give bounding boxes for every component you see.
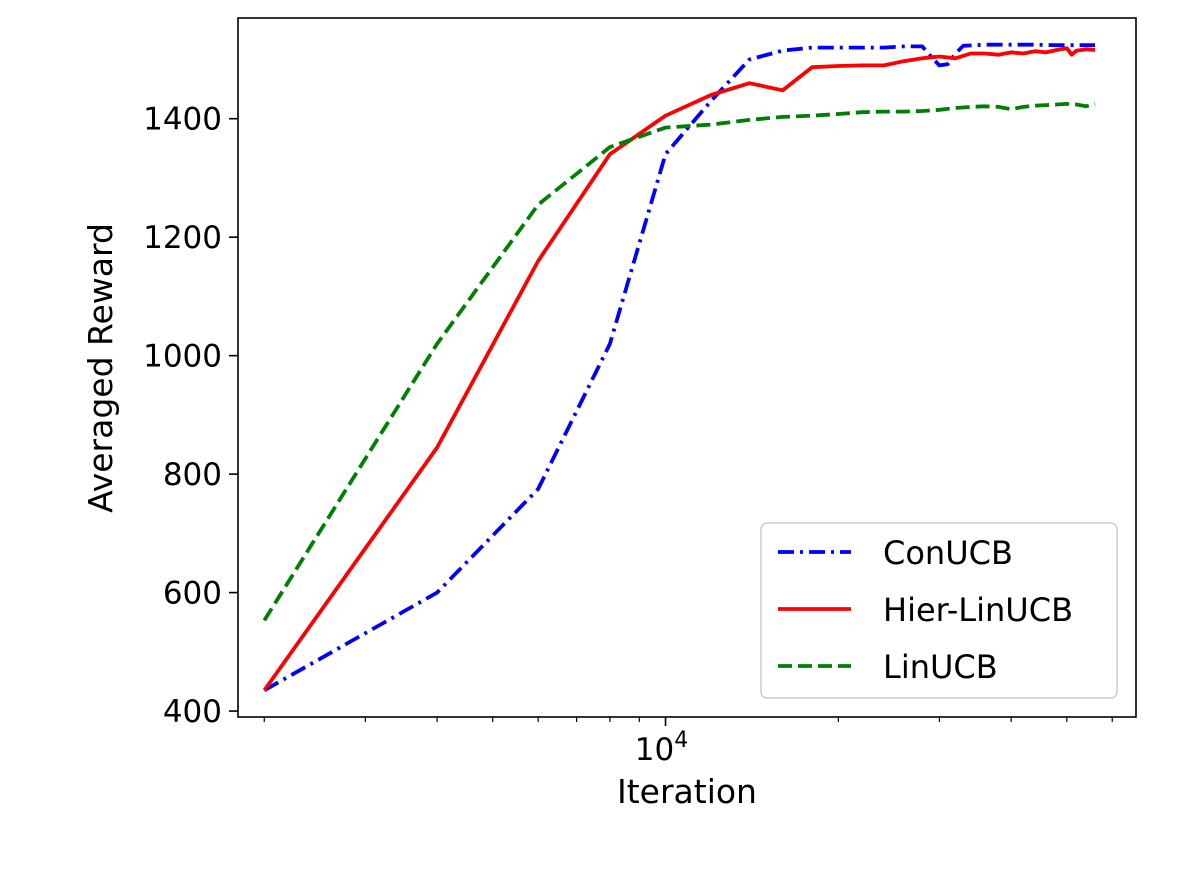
y-tick-label: 600 bbox=[163, 576, 222, 612]
legend-label: LinUCB bbox=[883, 648, 998, 686]
legend-label: Hier-LinUCB bbox=[883, 591, 1073, 629]
legend-box bbox=[760, 522, 1118, 699]
plot-frame bbox=[237, 17, 1137, 718]
y-tick-label: 1200 bbox=[143, 220, 222, 256]
y-tick-label: 400 bbox=[163, 694, 222, 730]
y-tick-label: 1400 bbox=[143, 102, 222, 138]
series-line-hier-linucb bbox=[262, 46, 1096, 692]
legend: ConUCB Hier-LinUCB LinUCB bbox=[760, 522, 1118, 699]
x-tick-label: 104 bbox=[635, 728, 688, 768]
y-tick-label: 800 bbox=[163, 457, 222, 493]
y-axis-title: Averaged Reward bbox=[81, 223, 120, 513]
x-axis-title: Iteration bbox=[617, 772, 757, 811]
plot-lines bbox=[262, 42, 1096, 692]
legend-label: ConUCB bbox=[883, 534, 1013, 572]
series-line-conucb bbox=[263, 42, 1095, 692]
y-tick-label: 1000 bbox=[143, 339, 222, 375]
axes: 400 600 800 1000 1200 1400 104 bbox=[143, 102, 1113, 768]
series-line-linucb bbox=[262, 102, 1096, 622]
